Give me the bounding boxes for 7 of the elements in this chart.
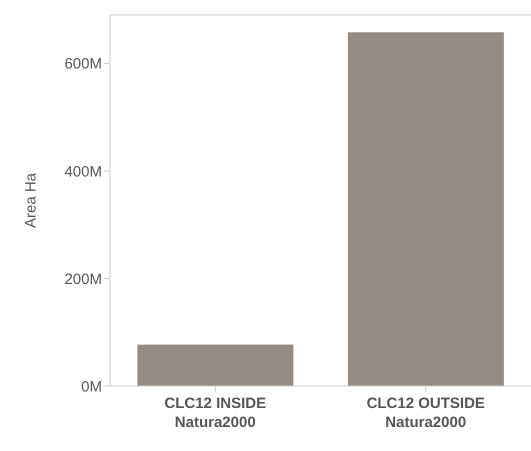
x-tick-label: CLC12 INSIDE Natura2000 [164,395,266,431]
y-axis-title: Area Ha [22,172,40,228]
x-tick-label: CLC12 OUTSIDE Natura2000 [366,395,485,431]
y-tick-label: 0M [81,378,102,396]
y-tick-label: 400M [64,163,102,180]
y-tick-label: 600M [64,56,102,73]
y-tick-label: 200M [64,270,102,288]
